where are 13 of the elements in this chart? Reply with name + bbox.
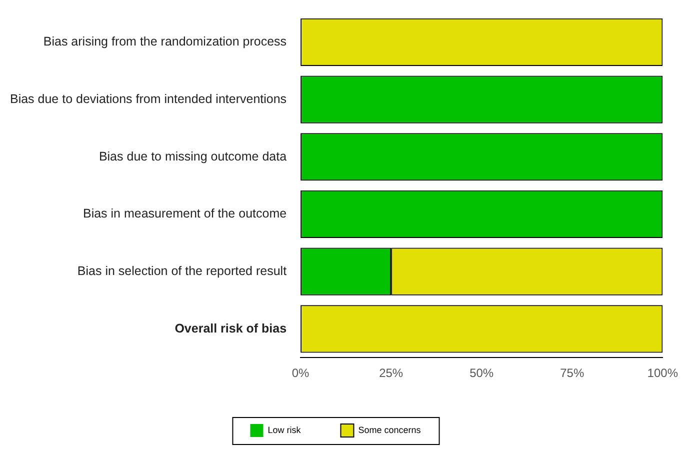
y-tick-label: Bias due to deviations from intended interventions (10, 92, 287, 106)
legend-label: Low risk (268, 424, 302, 435)
y-tick-label: Bias due to missing outcome data (98, 149, 287, 164)
x-tick-label: 25% (379, 366, 404, 380)
x-tick-label: 50% (470, 366, 494, 380)
y-tick-label: Bias arising from the randomization process (43, 34, 287, 49)
y-tick-label: Bias in measurement of the outcome (82, 206, 287, 221)
x-tick-label: 75% (560, 366, 584, 380)
y-tick-label: Bias in selection of the reported result (77, 264, 288, 278)
x-tick-label: 100% (647, 366, 678, 380)
y-tick-label: Overall risk of bias (174, 321, 287, 336)
legend-label: Some concerns (358, 424, 422, 435)
x-tick-label: 0% (292, 366, 310, 380)
